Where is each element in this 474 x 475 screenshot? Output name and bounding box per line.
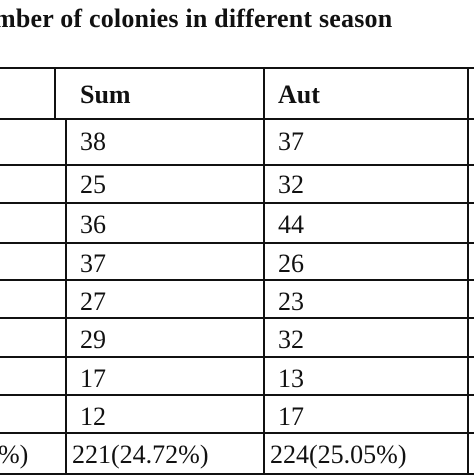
table-rule-horizontal — [0, 356, 474, 358]
table-cell-total-fragment: %) — [0, 440, 29, 469]
table-rule-horizontal — [0, 432, 474, 434]
table-cell-aut: 17 — [278, 402, 304, 431]
table-rule-horizontal — [0, 164, 474, 166]
table-cell-sum: 17 — [80, 364, 106, 393]
table-cell-sum: 27 — [80, 287, 106, 316]
table-rule-horizontal — [0, 118, 474, 120]
table-cell-aut: 13 — [278, 364, 304, 393]
table-cell-aut: 26 — [278, 249, 304, 278]
table-cell-sum: 12 — [80, 402, 106, 431]
table-rule-horizontal — [0, 202, 474, 204]
table-cell-aut: 32 — [278, 325, 304, 354]
table-rule-vertical — [263, 68, 265, 474]
table-rule-horizontal — [0, 394, 474, 396]
table-cell-aut: 23 — [278, 287, 304, 316]
table-rule-vertical — [467, 68, 469, 474]
table-cell-sum: 29 — [80, 325, 106, 354]
table-rule-vertical — [54, 68, 56, 119]
table-cell-sum: 38 — [80, 127, 106, 156]
table-cell-aut: 32 — [278, 170, 304, 199]
table-cell-aut: 44 — [278, 210, 304, 239]
table-title: mber of colonies in different season — [0, 4, 393, 33]
table-cell-aut: 37 — [278, 127, 304, 156]
table-cell-total-aut: 224(25.05%) — [270, 440, 407, 469]
table-rule-vertical — [65, 119, 67, 474]
table-cell-sum: 25 — [80, 170, 106, 199]
column-header-aut: Aut — [278, 80, 320, 109]
table-cell-sum: 36 — [80, 210, 106, 239]
table-rule-horizontal — [0, 242, 474, 244]
table-rule-horizontal — [0, 317, 474, 319]
table-cell-sum: 37 — [80, 249, 106, 278]
table-rule-horizontal — [0, 279, 474, 281]
table-cell-total-sum: 221(24.72%) — [72, 440, 209, 469]
table-rule-horizontal — [0, 67, 474, 69]
column-header-sum: Sum — [80, 80, 131, 109]
